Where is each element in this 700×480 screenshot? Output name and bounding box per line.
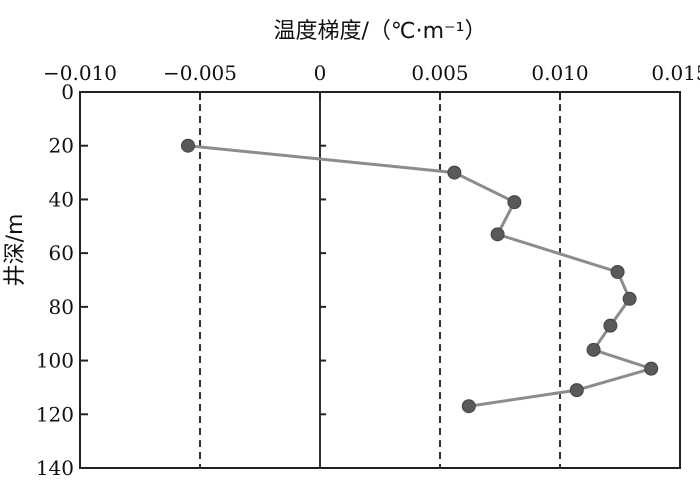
data-point xyxy=(447,165,462,180)
x-tick-label: −0.005 xyxy=(163,61,237,85)
x-tick-label: −0.010 xyxy=(43,61,117,85)
data-point xyxy=(622,291,637,306)
x-tick-label: 0 xyxy=(314,61,327,85)
x-tick-label: 0.015 xyxy=(651,61,700,85)
y-tick-label: 60 xyxy=(49,241,74,265)
data-point xyxy=(586,342,601,357)
y-tick-label: 120 xyxy=(36,402,74,426)
x-tick-label: 0.010 xyxy=(531,61,588,85)
data-point xyxy=(490,227,505,242)
data-point xyxy=(461,399,476,414)
y-tick-label: 20 xyxy=(49,134,74,158)
x-axis-ticks: −0.010 −0.005 0 0.005 0.010 0.015 xyxy=(43,61,700,100)
data-point xyxy=(610,264,625,279)
data-series xyxy=(181,138,659,414)
x-tick-label: 0.005 xyxy=(411,61,468,85)
y-tick-label: 100 xyxy=(36,349,74,373)
data-point xyxy=(569,383,584,398)
data-point xyxy=(507,195,522,210)
reference-lines xyxy=(199,92,561,468)
plot-frame xyxy=(79,91,681,469)
y-tick-label: 40 xyxy=(49,187,74,211)
data-point xyxy=(181,138,195,153)
data-point xyxy=(603,318,618,333)
y-axis-ticks: 0 20 40 60 80 100 120 140 xyxy=(36,80,326,480)
data-point xyxy=(644,361,659,376)
x-axis-title: 温度梯度/（℃·m⁻¹） xyxy=(274,19,487,44)
series-line xyxy=(187,144,657,408)
y-tick-label: 140 xyxy=(36,456,74,480)
y-tick-label: 0 xyxy=(61,80,74,104)
y-axis-title: 井深/m xyxy=(3,214,28,287)
y-tick-label: 80 xyxy=(49,295,74,319)
